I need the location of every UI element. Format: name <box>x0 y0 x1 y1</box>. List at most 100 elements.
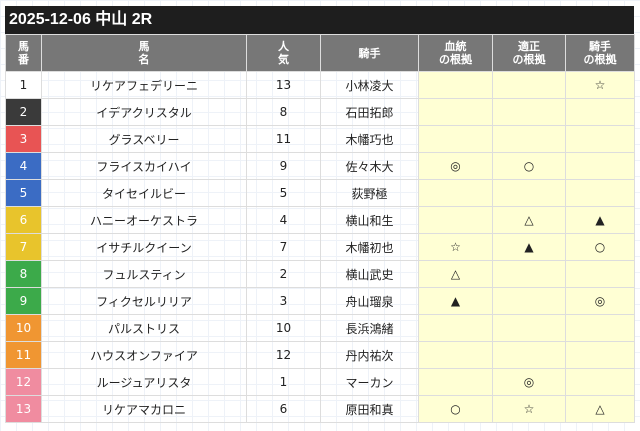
horse-number: 3 <box>5 125 42 153</box>
aptitude-mark <box>492 179 566 207</box>
jockey-mark: ◎ <box>565 287 635 315</box>
horse-number: 9 <box>5 287 42 315</box>
aptitude-mark: ☆ <box>492 395 566 423</box>
horse-number: 10 <box>5 314 42 342</box>
pedigree-mark <box>418 206 493 234</box>
table-row: 9 フィクセルリリア 3 舟山瑠泉 ▲ ◎ <box>5 287 635 315</box>
pedigree-mark <box>418 125 493 153</box>
table-row: 10 パルストリス 10 長浜鴻緒 <box>5 314 635 342</box>
popularity: 7 <box>246 233 321 261</box>
race-title: 2025-12-06 中山 2R <box>5 6 634 34</box>
horse-name: リケアフェデリーニ <box>41 71 247 99</box>
popularity: 8 <box>246 98 321 126</box>
table-row: 7 イサチルクイーン 7 木幡初也 ☆ ▲ ○ <box>5 233 635 261</box>
aptitude-mark <box>492 71 566 99</box>
popularity: 2 <box>246 260 321 288</box>
header-number: 馬 番 <box>5 34 42 72</box>
pedigree-mark: ○ <box>418 395 493 423</box>
jockey-mark <box>565 260 635 288</box>
jockey-name: 石田拓郎 <box>320 98 419 126</box>
jockey-name: 長浜鴻緒 <box>320 314 419 342</box>
jockey-mark <box>565 98 635 126</box>
jockey-mark <box>565 125 635 153</box>
jockey-mark <box>565 341 635 369</box>
jockey-mark <box>565 368 635 396</box>
horse-number: 7 <box>5 233 42 261</box>
header-jockey-reason: 騎手 の根拠 <box>565 34 635 72</box>
table-row: 1 リケアフェデリーニ 13 小林凌大 ☆ <box>5 71 635 99</box>
pedigree-mark <box>418 341 493 369</box>
popularity: 6 <box>246 395 321 423</box>
table-row: 4 フライスカイハイ 9 佐々木大 ◎ ○ <box>5 152 635 180</box>
aptitude-mark: △ <box>492 206 566 234</box>
table-row: 6 ハニーオーケストラ 4 横山和生 △ ▲ <box>5 206 635 234</box>
horse-number: 8 <box>5 260 42 288</box>
jockey-name: 舟山瑠泉 <box>320 287 419 315</box>
horse-name: フュルスティン <box>41 260 247 288</box>
jockey-name: 丹内祐次 <box>320 341 419 369</box>
popularity: 11 <box>246 125 321 153</box>
jockey-name: 荻野極 <box>320 179 419 207</box>
pedigree-mark: ◎ <box>418 152 493 180</box>
table-row: 5 タイセイルビー 5 荻野極 <box>5 179 635 207</box>
pedigree-mark: ☆ <box>418 233 493 261</box>
jockey-name: 小林凌大 <box>320 71 419 99</box>
jockey-name: 原田和真 <box>320 395 419 423</box>
horse-name: ハウスオンファイア <box>41 341 247 369</box>
jockey-mark <box>565 314 635 342</box>
popularity: 4 <box>246 206 321 234</box>
header-row: 馬 番馬 名人 気騎手 血統 の根拠 適正 の根拠 騎手 の根拠 <box>5 34 635 72</box>
horse-number: 6 <box>5 206 42 234</box>
aptitude-mark <box>492 287 566 315</box>
pedigree-mark: ▲ <box>418 287 493 315</box>
pedigree-mark <box>418 314 493 342</box>
horse-name: イサチルクイーン <box>41 233 247 261</box>
aptitude-mark <box>492 260 566 288</box>
jockey-mark: ☆ <box>565 71 635 99</box>
pedigree-mark <box>418 98 493 126</box>
horse-number: 4 <box>5 152 42 180</box>
pedigree-mark <box>418 179 493 207</box>
horse-name: グラスベリー <box>41 125 247 153</box>
horse-number: 11 <box>5 341 42 369</box>
jockey-name: マーカン <box>320 368 419 396</box>
pedigree-mark <box>418 71 493 99</box>
horse-number: 5 <box>5 179 42 207</box>
horse-number: 2 <box>5 98 42 126</box>
pedigree-mark: △ <box>418 260 493 288</box>
table-row: 3 グラスベリー 11 木幡巧也 <box>5 125 635 153</box>
jockey-mark: △ <box>565 395 635 423</box>
header-aptitude-reason: 適正 の根拠 <box>492 34 566 72</box>
race-table-panel: 2025-12-06 中山 2R 馬 番馬 名人 気騎手 血統 の根拠 適正 の根拠… <box>5 6 635 423</box>
horse-name: リケアマカロニ <box>41 395 247 423</box>
horse-name: フィクセルリリア <box>41 287 247 315</box>
race-table: 馬 番馬 名人 気騎手 血統 の根拠 適正 の根拠 騎手 の根拠 1 リケアフェデリーニ… <box>5 34 635 423</box>
aptitude-mark <box>492 98 566 126</box>
table-row: 11 ハウスオンファイア 12 丹内祐次 <box>5 341 635 369</box>
aptitude-mark: ▲ <box>492 233 566 261</box>
jockey-name: 横山武史 <box>320 260 419 288</box>
jockey-name: 横山和生 <box>320 206 419 234</box>
popularity: 10 <box>246 314 321 342</box>
horse-number: 13 <box>5 395 42 423</box>
horse-name: ハニーオーケストラ <box>41 206 247 234</box>
jockey-name: 佐々木大 <box>320 152 419 180</box>
horse-name: タイセイルビー <box>41 179 247 207</box>
horse-number: 1 <box>5 71 42 99</box>
horse-name: パルストリス <box>41 314 247 342</box>
header-horse-name: 馬 名 <box>41 34 247 72</box>
aptitude-mark <box>492 341 566 369</box>
header-pedigree-reason: 血統 の根拠 <box>418 34 493 72</box>
popularity: 12 <box>246 341 321 369</box>
header-jockey: 騎手 <box>320 34 419 72</box>
popularity: 13 <box>246 71 321 99</box>
header-popularity: 人 気 <box>246 34 321 72</box>
horse-name: フライスカイハイ <box>41 152 247 180</box>
jockey-name: 木幡巧也 <box>320 125 419 153</box>
aptitude-mark <box>492 125 566 153</box>
popularity: 1 <box>246 368 321 396</box>
aptitude-mark: ◎ <box>492 368 566 396</box>
jockey-mark <box>565 152 635 180</box>
jockey-mark: ▲ <box>565 206 635 234</box>
horse-name: ルージュアリスタ <box>41 368 247 396</box>
